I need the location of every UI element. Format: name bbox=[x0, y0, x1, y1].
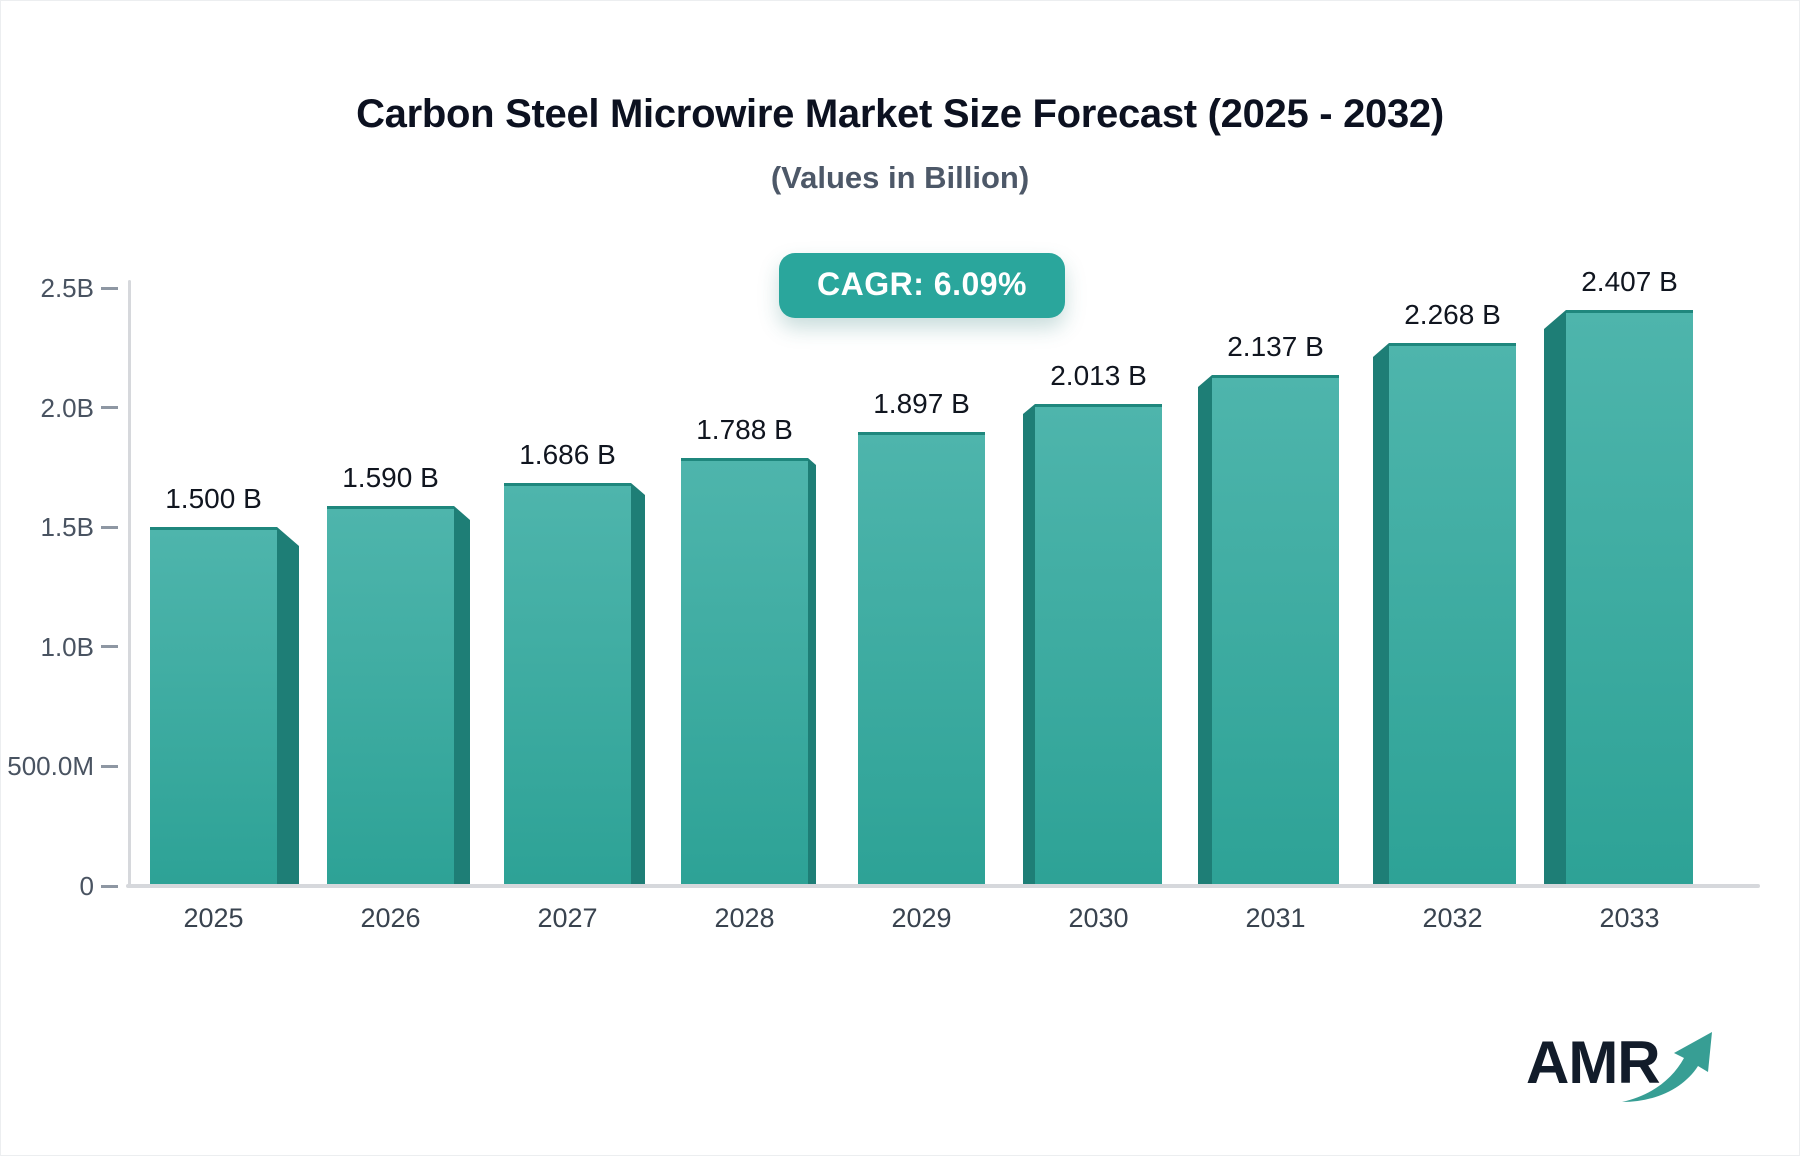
bar-face bbox=[504, 483, 631, 886]
x-axis-label: 2028 bbox=[714, 903, 775, 933]
bar bbox=[1023, 404, 1162, 886]
bar bbox=[1544, 310, 1693, 886]
x-axis-label: 2032 bbox=[1422, 903, 1483, 933]
y-axis-tick bbox=[101, 884, 118, 888]
bar-value-label: 2.137 B bbox=[1227, 331, 1324, 362]
cagr-badge: CAGR: 6.09% bbox=[779, 253, 1065, 318]
chart-title: Carbon Steel Microwire Market Size Forec… bbox=[356, 92, 1444, 136]
bar-value-label: 2.013 B bbox=[1050, 360, 1147, 391]
bar-side-face bbox=[1544, 310, 1566, 886]
bar bbox=[1198, 375, 1339, 886]
brand-logo-text: AMR bbox=[1526, 1029, 1661, 1096]
bar-value-label: 2.268 B bbox=[1404, 299, 1501, 330]
bar-side-face bbox=[454, 506, 470, 886]
x-axis-line bbox=[126, 884, 1760, 888]
brand-logo: AMR bbox=[1526, 1028, 1736, 1113]
y-axis-tick bbox=[101, 645, 118, 649]
y-axis-tick bbox=[101, 525, 118, 529]
bar-side-face bbox=[277, 527, 299, 886]
y-axis-label: 0 bbox=[79, 871, 94, 901]
x-axis-label: 2030 bbox=[1068, 903, 1129, 933]
bar-value-label: 2.407 B bbox=[1581, 266, 1678, 297]
chart-subtitle: (Values in Billion) bbox=[770, 160, 1030, 195]
bar bbox=[327, 506, 470, 886]
bar bbox=[681, 458, 816, 886]
y-axis-line bbox=[128, 280, 131, 888]
bar-side-face bbox=[1198, 375, 1212, 886]
y-axis-label: 2.0B bbox=[40, 392, 95, 423]
bar-face bbox=[1212, 375, 1339, 886]
bar-face bbox=[858, 432, 985, 886]
bar bbox=[858, 432, 985, 886]
x-axis-label: 2029 bbox=[891, 903, 952, 933]
bar-side-face bbox=[1373, 343, 1389, 886]
bar-face bbox=[327, 506, 454, 886]
bar-face bbox=[150, 527, 277, 886]
bar-face bbox=[1566, 310, 1693, 886]
bar-value-label: 1.788 B bbox=[696, 414, 793, 445]
x-axis-label: 2027 bbox=[537, 903, 598, 933]
bar bbox=[504, 483, 645, 886]
y-axis-label: 1.0B bbox=[40, 631, 95, 662]
x-axis-label: 2026 bbox=[360, 903, 421, 933]
bar-value-label: 1.500 B bbox=[165, 483, 262, 514]
bar-value-label: 1.897 B bbox=[873, 388, 970, 419]
x-axis-label: 2031 bbox=[1245, 903, 1306, 933]
x-axis-label: 2033 bbox=[1599, 903, 1660, 933]
bar-face bbox=[1035, 404, 1162, 886]
y-axis-tick bbox=[101, 406, 118, 410]
y-axis-label: 500.0M bbox=[7, 751, 94, 782]
bar bbox=[150, 527, 299, 886]
bar-face bbox=[681, 458, 808, 886]
y-axis-label: 1.5B bbox=[40, 512, 95, 543]
bar-side-face bbox=[808, 458, 816, 886]
trend-up-arrow-icon bbox=[1622, 1032, 1712, 1102]
y-axis-label: 2.5B bbox=[40, 273, 95, 303]
x-axis-label: 2025 bbox=[183, 903, 244, 933]
bar-side-face bbox=[1023, 404, 1035, 886]
y-axis-tick bbox=[101, 764, 118, 768]
bar-side-face bbox=[631, 483, 645, 886]
bar-value-label: 1.686 B bbox=[519, 439, 616, 470]
bar bbox=[1373, 343, 1516, 886]
bar-value-label: 1.590 B bbox=[342, 462, 439, 493]
bar-face bbox=[1389, 343, 1516, 886]
y-axis-tick bbox=[101, 286, 118, 290]
